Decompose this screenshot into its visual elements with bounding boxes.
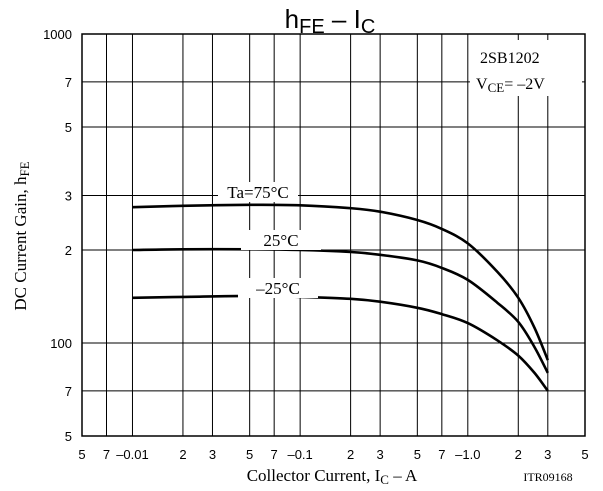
series-label: Ta=75°C: [227, 183, 288, 202]
series-label: –25°C: [255, 279, 300, 298]
doc-code: ITR09168: [523, 470, 572, 484]
series: Ta=75°C 25°C –25°C: [133, 182, 548, 391]
x-tick-label: 2: [515, 447, 522, 462]
y-tick-label: 7: [65, 384, 72, 399]
x-tick-label: 3: [377, 447, 384, 462]
x-tick-label: 7: [271, 447, 278, 462]
x-tick-label: 5: [581, 447, 588, 462]
x-axis-label: Collector Current, IC – A: [247, 466, 418, 487]
y-tick-label: 5: [65, 120, 72, 135]
series-curve: [133, 249, 548, 373]
x-tick-label: –1.0: [455, 447, 480, 462]
x-tick-label: 7: [103, 447, 110, 462]
series-label: 25°C: [263, 231, 298, 250]
x-tick-label: –0.01: [116, 447, 149, 462]
y-tick-labels: 5 7 100 2 3 5 7 1000: [43, 27, 72, 444]
x-tick-label: 3: [209, 447, 216, 462]
x-tick-label: 5: [414, 447, 421, 462]
x-tick-label: 3: [544, 447, 551, 462]
y-tick-label: 2: [65, 243, 72, 258]
x-tick-labels: 5 7 –0.01 2 3 5 7 –0.1 2 3 5 7 –1.0 2 3 5: [78, 447, 588, 462]
y-tick-label: 7: [65, 75, 72, 90]
x-tick-label: 2: [179, 447, 186, 462]
test-condition: VCE= –2V: [476, 76, 545, 95]
y-tick-label: 5: [65, 429, 72, 444]
series-curve: [133, 205, 548, 360]
x-tick-label: 5: [246, 447, 253, 462]
x-tick-label: –0.1: [287, 447, 312, 462]
chart-title: hFE – IC: [285, 4, 376, 38]
y-tick-label: 3: [65, 189, 72, 204]
x-tick-label: 5: [78, 447, 85, 462]
x-tick-label: 2: [347, 447, 354, 462]
x-tick-label: 7: [438, 447, 445, 462]
y-tick-label: 1000: [43, 27, 72, 42]
y-tick-label: 100: [50, 336, 72, 351]
part-number: 2SB1202: [480, 50, 540, 67]
y-axis-label: DC Current Gain, hFE: [11, 161, 32, 310]
